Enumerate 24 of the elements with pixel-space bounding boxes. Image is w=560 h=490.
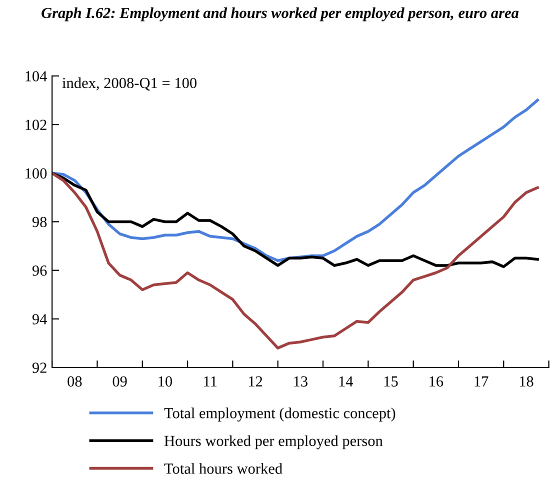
legend-label: Total hours worked bbox=[164, 463, 282, 474]
y-tick-label: 100 bbox=[26, 168, 47, 179]
x-tick-label: 11 bbox=[204, 376, 217, 386]
x-tick-label: 12 bbox=[248, 376, 262, 386]
y-tick-label: 102 bbox=[26, 120, 46, 130]
x-tick-label: 17 bbox=[474, 376, 488, 386]
x-tick-label: 10 bbox=[158, 376, 172, 387]
x-tick-label: 09 bbox=[112, 376, 127, 387]
x-tick-label: 13 bbox=[294, 376, 308, 387]
y-tick-label: 104 bbox=[26, 71, 47, 82]
x-tick-label: 16 bbox=[430, 376, 444, 387]
y-tick-label: 96 bbox=[32, 266, 47, 276]
line-series bbox=[52, 172, 539, 350]
x-tick-label: 08 bbox=[68, 376, 82, 387]
y-tick-label: 98 bbox=[32, 216, 47, 228]
annotation: index, 2008-Q1 = 100 bbox=[62, 77, 196, 90]
x-tick-label: 18 bbox=[520, 376, 534, 387]
x-tick-label: 14 bbox=[339, 376, 353, 386]
y-tick-label: 94 bbox=[32, 314, 47, 324]
legend-label: Hours worked per employed person bbox=[164, 435, 383, 450]
x-tick-label: 15 bbox=[384, 376, 398, 387]
legend-label: Total employment (domestic concept) bbox=[164, 408, 396, 422]
chart-title: Graph I.62: Employment and hours worked per employed person, euro area bbox=[42, 7, 519, 22]
y-tick-label: 92 bbox=[32, 362, 46, 373]
